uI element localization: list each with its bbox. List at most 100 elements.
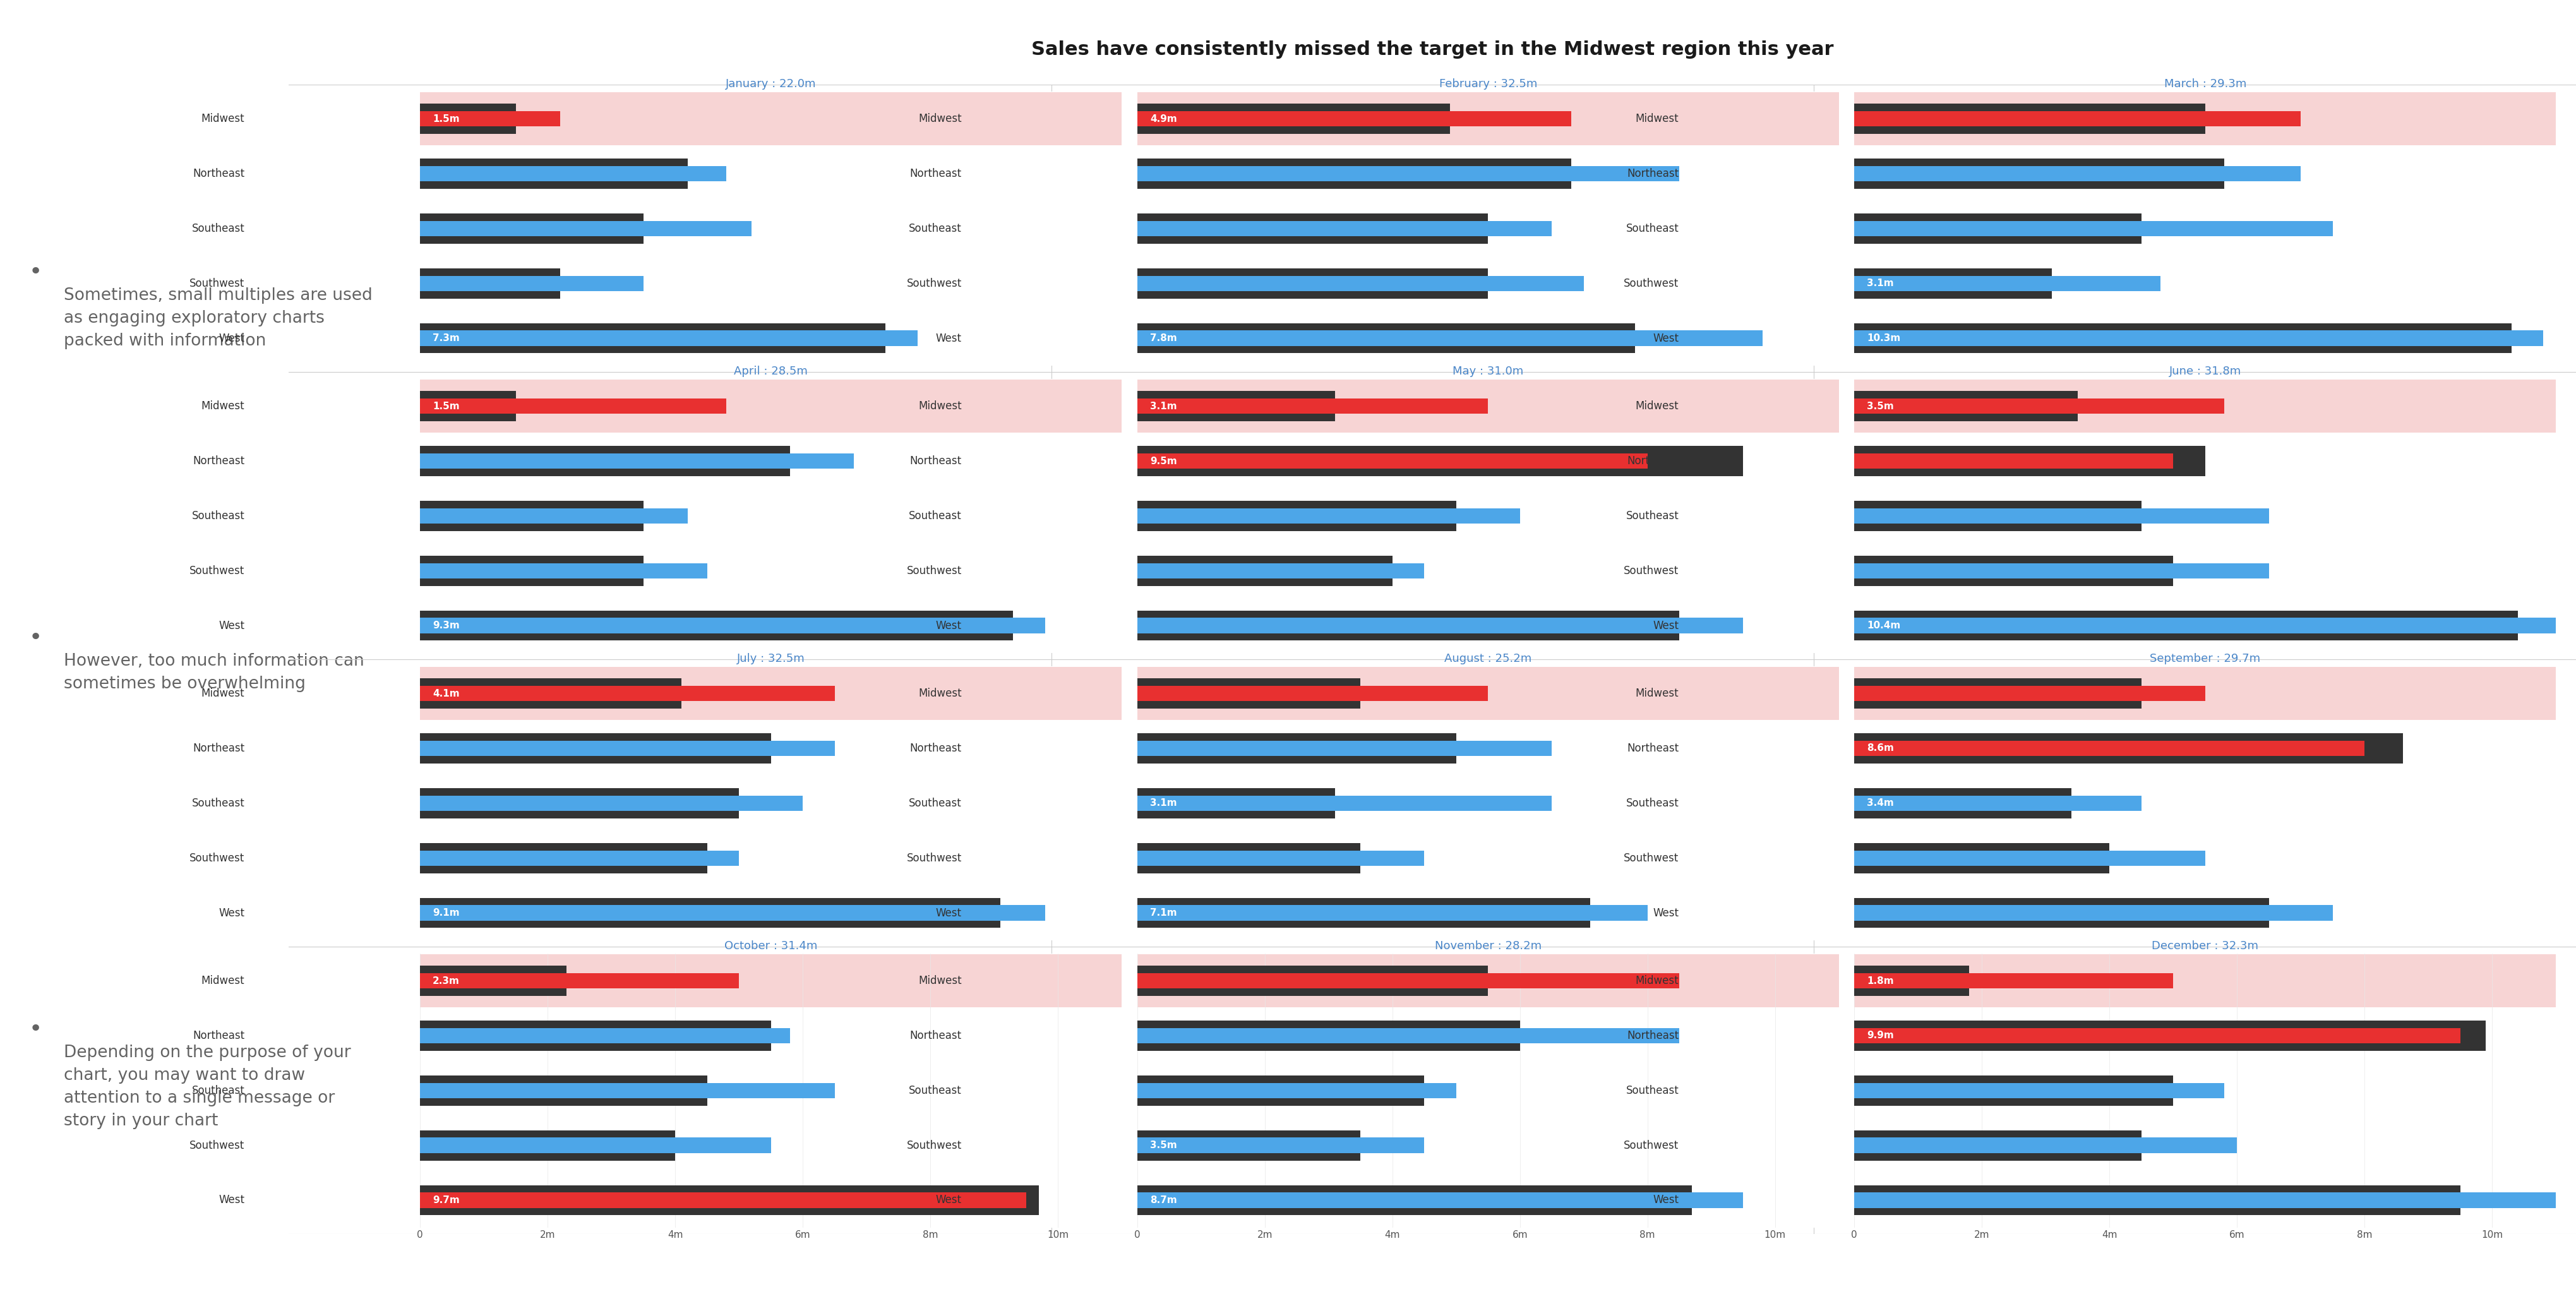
Bar bbox=[420, 1028, 791, 1043]
Bar bbox=[1855, 453, 2172, 469]
Title: October : 31.4m: October : 31.4m bbox=[724, 940, 817, 952]
Text: Southwest: Southwest bbox=[1623, 853, 1680, 863]
Bar bbox=[1136, 103, 1450, 135]
Bar bbox=[1855, 563, 2269, 579]
Text: Southwest: Southwest bbox=[907, 1140, 961, 1151]
Bar bbox=[420, 445, 791, 477]
Bar bbox=[420, 1192, 1025, 1208]
Title: September : 29.7m: September : 29.7m bbox=[2148, 653, 2259, 665]
Bar bbox=[420, 1185, 1038, 1216]
Text: Sometimes, small multiples are used
as engaging exploratory charts
packed with i: Sometimes, small multiples are used as e… bbox=[64, 287, 371, 349]
Text: Northeast: Northeast bbox=[1625, 456, 1680, 466]
Bar bbox=[1136, 618, 1744, 633]
Bar bbox=[1855, 955, 2555, 1007]
Bar bbox=[1855, 330, 2543, 346]
Bar bbox=[1855, 795, 2141, 811]
Bar bbox=[1136, 1192, 1744, 1208]
Bar bbox=[1136, 897, 1589, 929]
Bar bbox=[420, 390, 515, 422]
Bar bbox=[1136, 667, 1839, 720]
Text: Northeast: Northeast bbox=[193, 743, 245, 754]
Bar bbox=[420, 955, 1121, 1007]
Bar bbox=[420, 453, 853, 469]
Text: Southwest: Southwest bbox=[907, 565, 961, 576]
Title: February : 32.5m: February : 32.5m bbox=[1437, 78, 1538, 90]
Bar bbox=[420, 733, 770, 764]
Text: 1.5m: 1.5m bbox=[433, 401, 459, 411]
Bar bbox=[1136, 973, 1680, 989]
Text: West: West bbox=[1654, 620, 1680, 631]
Title: January : 22.0m: January : 22.0m bbox=[726, 78, 817, 90]
Bar bbox=[1855, 166, 2300, 182]
Text: West: West bbox=[1654, 333, 1680, 343]
Text: 9.1m: 9.1m bbox=[433, 908, 459, 918]
Bar bbox=[1855, 390, 2076, 422]
Bar bbox=[1855, 1075, 2172, 1106]
Bar bbox=[1136, 500, 1455, 532]
Bar bbox=[1136, 508, 1520, 524]
Bar bbox=[1136, 1028, 1680, 1043]
Bar bbox=[1855, 555, 2172, 586]
Bar bbox=[1136, 1020, 1520, 1051]
Bar bbox=[1855, 1138, 2236, 1153]
Text: Southwest: Southwest bbox=[907, 278, 961, 289]
Bar bbox=[1855, 276, 2161, 291]
Bar bbox=[1136, 390, 1334, 422]
Text: Midwest: Midwest bbox=[917, 114, 961, 124]
Text: Northeast: Northeast bbox=[193, 456, 245, 466]
Text: Southwest: Southwest bbox=[191, 853, 245, 863]
Bar bbox=[1855, 445, 2205, 477]
Text: Midwest: Midwest bbox=[917, 688, 961, 699]
Text: Midwest: Midwest bbox=[1636, 976, 1680, 986]
Bar bbox=[1855, 508, 2269, 524]
Bar bbox=[420, 1138, 770, 1153]
Text: West: West bbox=[219, 620, 245, 631]
Bar bbox=[1855, 973, 2172, 989]
Bar bbox=[1855, 788, 2071, 819]
Bar bbox=[420, 1130, 675, 1161]
Bar bbox=[1136, 850, 1425, 866]
Text: West: West bbox=[935, 620, 961, 631]
Title: July : 32.5m: July : 32.5m bbox=[737, 653, 804, 665]
Bar bbox=[1136, 795, 1551, 811]
Bar bbox=[420, 500, 644, 532]
Text: •: • bbox=[28, 261, 41, 282]
Bar bbox=[1136, 213, 1489, 244]
Bar bbox=[420, 1020, 770, 1051]
Bar bbox=[1136, 905, 1646, 921]
Bar bbox=[1855, 1020, 2486, 1051]
Bar bbox=[420, 973, 739, 989]
Bar bbox=[1855, 111, 2300, 127]
Text: 9.3m: 9.3m bbox=[433, 620, 459, 631]
Bar bbox=[420, 398, 726, 414]
Bar bbox=[1136, 276, 1584, 291]
Bar bbox=[420, 850, 739, 866]
Bar bbox=[1855, 1083, 2223, 1098]
Bar bbox=[1855, 213, 2141, 244]
Text: West: West bbox=[935, 333, 961, 343]
Text: Northeast: Northeast bbox=[909, 456, 961, 466]
Bar bbox=[1136, 741, 1551, 756]
Bar bbox=[420, 555, 644, 586]
Bar bbox=[1855, 678, 2141, 709]
Bar bbox=[420, 166, 726, 182]
Text: Northeast: Northeast bbox=[909, 743, 961, 754]
Bar bbox=[1855, 618, 2555, 633]
Bar bbox=[1855, 221, 2331, 236]
Text: Southwest: Southwest bbox=[191, 1140, 245, 1151]
Bar bbox=[1136, 555, 1391, 586]
Bar bbox=[1136, 1138, 1425, 1153]
Text: Southeast: Southeast bbox=[1625, 1085, 1680, 1096]
Title: November : 28.2m: November : 28.2m bbox=[1435, 940, 1540, 952]
Text: Northeast: Northeast bbox=[1625, 1030, 1680, 1041]
Bar bbox=[1855, 1192, 2555, 1208]
Text: 9.5m: 9.5m bbox=[1149, 456, 1177, 466]
Text: Northeast: Northeast bbox=[193, 168, 245, 179]
Bar bbox=[420, 842, 706, 874]
Text: However, too much information can
sometimes be overwhelming: However, too much information can someti… bbox=[64, 653, 363, 692]
Text: Southwest: Southwest bbox=[191, 278, 245, 289]
Bar bbox=[1855, 610, 2517, 641]
Text: •: • bbox=[28, 627, 41, 648]
Text: 9.9m: 9.9m bbox=[1868, 1030, 1893, 1041]
Bar bbox=[1136, 788, 1334, 819]
